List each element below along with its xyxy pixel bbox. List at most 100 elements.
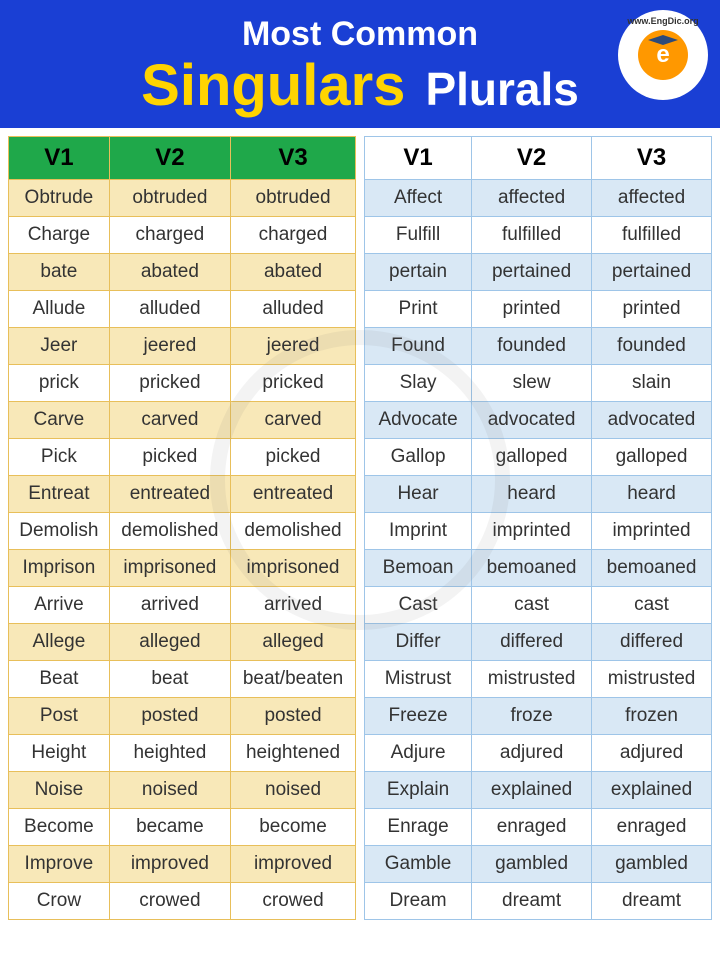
table-cell: crowed bbox=[109, 883, 230, 920]
table-cell: founded bbox=[472, 328, 592, 365]
table-cell: bemoaned bbox=[592, 550, 712, 587]
left-header-row: V1 V2 V3 bbox=[9, 137, 356, 180]
table-row: Bemoanbemoanedbemoaned bbox=[365, 550, 712, 587]
logo-inner: e bbox=[638, 30, 688, 80]
table-row: Advocateadvocatedadvocated bbox=[365, 402, 712, 439]
table-cell: frozen bbox=[592, 698, 712, 735]
table-row: Foundfoundedfounded bbox=[365, 328, 712, 365]
table-row: Entreatentreatedentreated bbox=[9, 476, 356, 513]
table-cell: Post bbox=[9, 698, 110, 735]
table-cell: Entreat bbox=[9, 476, 110, 513]
table-row: Noisenoisednoised bbox=[9, 772, 356, 809]
table-row: Dreamdreamtdreamt bbox=[365, 883, 712, 920]
table-row: Improveimprovedimproved bbox=[9, 846, 356, 883]
table-cell: mistrusted bbox=[592, 661, 712, 698]
table-cell: improved bbox=[109, 846, 230, 883]
table-row: Printprintedprinted bbox=[365, 291, 712, 328]
header: Most Common Singulars Plurals www.EngDic… bbox=[0, 0, 720, 128]
table-row: Postpostedposted bbox=[9, 698, 356, 735]
table-cell: Obtrude bbox=[9, 180, 110, 217]
table-cell: cast bbox=[592, 587, 712, 624]
right-header-row: V1 V2 V3 bbox=[365, 137, 712, 180]
table-row: Gamblegambledgambled bbox=[365, 846, 712, 883]
table-cell: become bbox=[231, 809, 356, 846]
table-cell: dreamt bbox=[592, 883, 712, 920]
logo: www.EngDic.org e bbox=[618, 10, 708, 100]
table-cell: Allege bbox=[9, 624, 110, 661]
table-cell: galloped bbox=[592, 439, 712, 476]
logo-letter: e bbox=[656, 41, 669, 69]
table-cell: Pick bbox=[9, 439, 110, 476]
table-cell: Improve bbox=[9, 846, 110, 883]
table-row: Slayslewslain bbox=[365, 365, 712, 402]
table-cell: Bemoan bbox=[365, 550, 472, 587]
header-subtitle: Most Common bbox=[20, 15, 700, 54]
header-title-row: Singulars Plurals bbox=[20, 52, 700, 119]
table-cell: became bbox=[109, 809, 230, 846]
table-cell: Gallop bbox=[365, 439, 472, 476]
right-header-v1: V1 bbox=[365, 137, 472, 180]
table-row: Arrivearrivedarrived bbox=[9, 587, 356, 624]
table-cell: jeered bbox=[109, 328, 230, 365]
table-cell: Affect bbox=[365, 180, 472, 217]
table-cell: pertain bbox=[365, 254, 472, 291]
table-cell: entreated bbox=[109, 476, 230, 513]
table-cell: Explain bbox=[365, 772, 472, 809]
table-cell: pricked bbox=[109, 365, 230, 402]
table-row: Differdiffereddiffered bbox=[365, 624, 712, 661]
table-row: prickprickedpricked bbox=[9, 365, 356, 402]
table-cell: affected bbox=[592, 180, 712, 217]
table-cell: beat bbox=[109, 661, 230, 698]
table-cell: imprinted bbox=[592, 513, 712, 550]
table-cell: gambled bbox=[472, 846, 592, 883]
right-header-v3: V3 bbox=[592, 137, 712, 180]
table-cell: imprinted bbox=[472, 513, 592, 550]
table-row: Chargechargedcharged bbox=[9, 217, 356, 254]
table-row: bateabatedabated bbox=[9, 254, 356, 291]
table-cell: Gamble bbox=[365, 846, 472, 883]
left-header-v3: V3 bbox=[231, 137, 356, 180]
table-cell: posted bbox=[109, 698, 230, 735]
table-cell: pricked bbox=[231, 365, 356, 402]
table-cell: explained bbox=[472, 772, 592, 809]
table-row: Crowcrowedcrowed bbox=[9, 883, 356, 920]
left-table: V1 V2 V3 ObtrudeobtrudedobtrudedChargech… bbox=[8, 136, 356, 920]
table-cell: Advocate bbox=[365, 402, 472, 439]
table-cell: Found bbox=[365, 328, 472, 365]
table-cell: alluded bbox=[231, 291, 356, 328]
table-cell: beat/beaten bbox=[231, 661, 356, 698]
table-row: Affectaffectedaffected bbox=[365, 180, 712, 217]
table-cell: carved bbox=[109, 402, 230, 439]
table-row: Imprisonimprisonedimprisoned bbox=[9, 550, 356, 587]
table-row: Fulfillfulfilledfulfilled bbox=[365, 217, 712, 254]
table-cell: alleged bbox=[109, 624, 230, 661]
table-row: Jeerjeeredjeered bbox=[9, 328, 356, 365]
table-row: Heightheightedheightened bbox=[9, 735, 356, 772]
table-cell: enraged bbox=[472, 809, 592, 846]
table-cell: gambled bbox=[592, 846, 712, 883]
table-cell: abated bbox=[231, 254, 356, 291]
table-cell: Dream bbox=[365, 883, 472, 920]
table-cell: demolished bbox=[109, 513, 230, 550]
right-header-v2: V2 bbox=[472, 137, 592, 180]
table-cell: mistrusted bbox=[472, 661, 592, 698]
table-cell: Imprison bbox=[9, 550, 110, 587]
table-cell: heard bbox=[472, 476, 592, 513]
table-cell: charged bbox=[231, 217, 356, 254]
table-cell: demolished bbox=[231, 513, 356, 550]
table-cell: pertained bbox=[592, 254, 712, 291]
table-cell: advocated bbox=[472, 402, 592, 439]
table-cell: explained bbox=[592, 772, 712, 809]
table-row: pertainpertainedpertained bbox=[365, 254, 712, 291]
table-cell: Imprint bbox=[365, 513, 472, 550]
table-cell: picked bbox=[109, 439, 230, 476]
table-row: Alludealludedalluded bbox=[9, 291, 356, 328]
table-cell: carved bbox=[231, 402, 356, 439]
table-cell: advocated bbox=[592, 402, 712, 439]
table-cell: Carve bbox=[9, 402, 110, 439]
graduation-cap-icon bbox=[648, 35, 678, 45]
table-cell: Freeze bbox=[365, 698, 472, 735]
table-cell: fulfilled bbox=[472, 217, 592, 254]
table-row: Freezefrozefrozen bbox=[365, 698, 712, 735]
table-cell: Demolish bbox=[9, 513, 110, 550]
